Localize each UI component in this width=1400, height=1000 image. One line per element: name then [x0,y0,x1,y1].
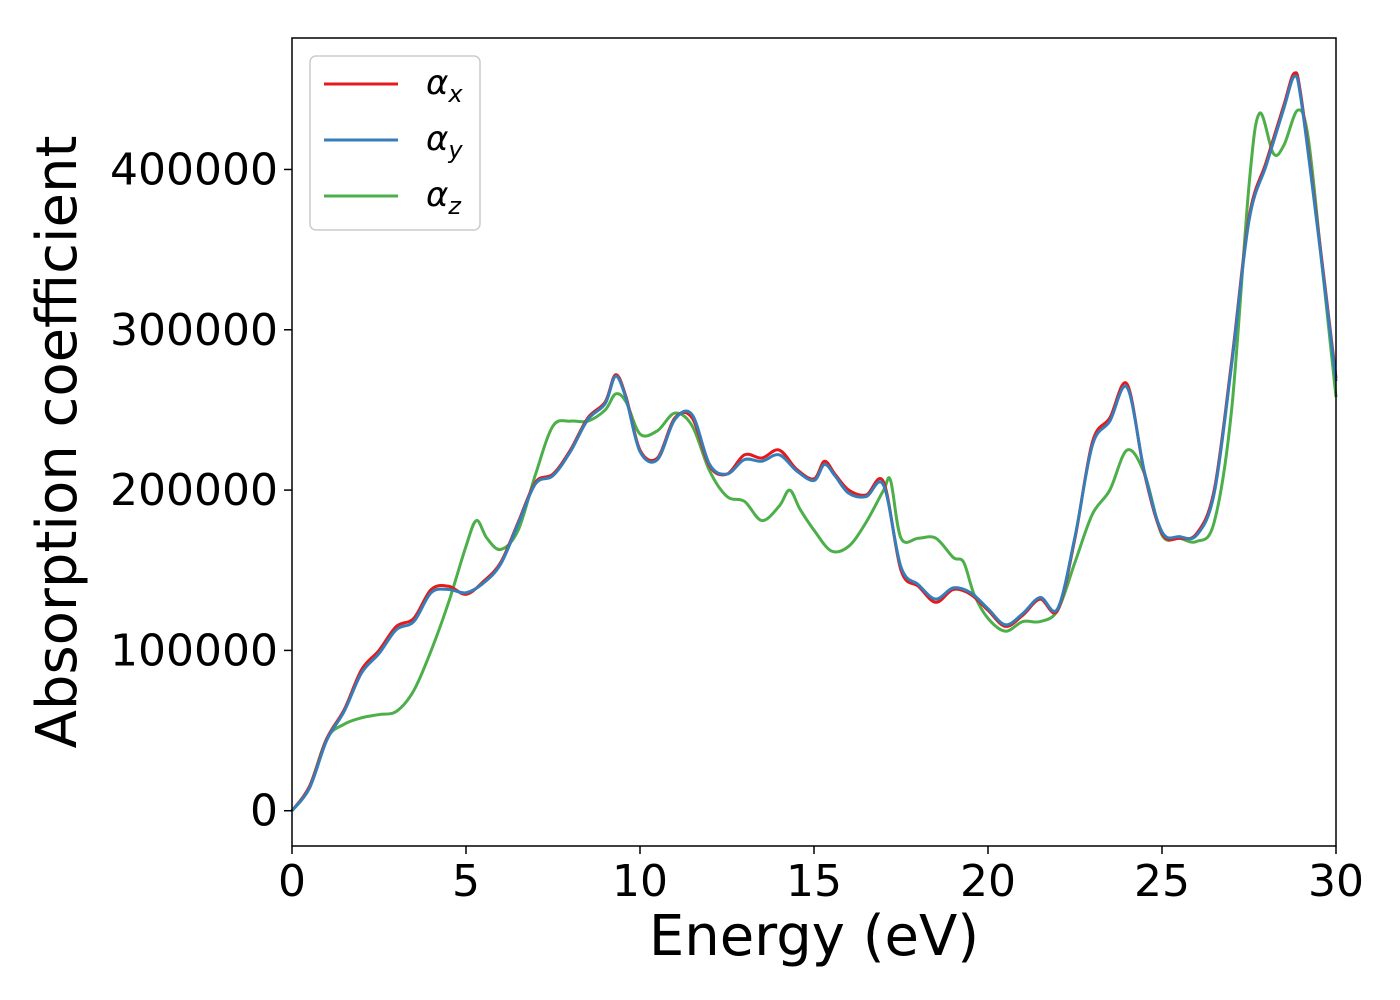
x-tick-label: 15 [786,856,842,907]
y-tick-label: 0 [250,786,278,837]
y-axis-title: Absorption coefficient [25,136,90,749]
x-tick-label: 30 [1308,856,1364,907]
x-tick-label: 5 [452,856,480,907]
y-tick-label: 100000 [110,625,278,676]
x-tick-label: 10 [612,856,668,907]
series-line-y [290,74,1338,812]
x-tick-label: 20 [960,856,1016,907]
x-tick-label: 0 [278,856,306,907]
series-lines [290,71,1338,812]
x-axis-title: Energy (eV) [649,904,979,969]
series-line-z [290,108,1338,812]
y-tick-label: 200000 [110,465,278,516]
x-tick-label: 25 [1134,856,1190,907]
y-tick-label: 400000 [110,144,278,195]
y-axis-ticks: 0 100000 200000 300000 400000 [110,144,292,837]
x-axis-ticks: 0 5 10 15 20 25 30 [278,846,1364,907]
legend-box [309,55,481,231]
y-tick-label: 300000 [110,305,278,356]
